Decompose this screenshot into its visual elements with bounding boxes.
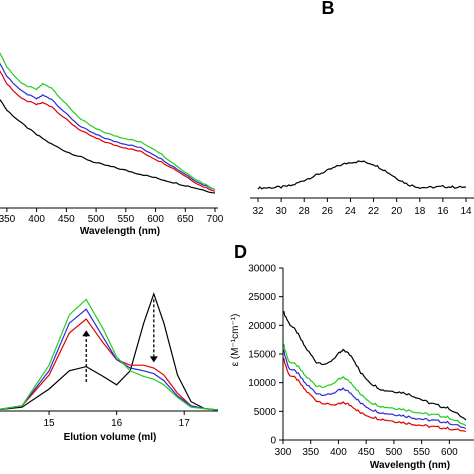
panel-d-y-tick-label: 10000 bbox=[248, 378, 276, 389]
panel-a-chart: 350 400 450 500 550 600 650 700 Wavelength (nm) bbox=[0, 51, 224, 237]
panel-b-x-tick-label: 26 bbox=[322, 206, 334, 217]
panel-d-series-3 bbox=[282, 349, 467, 430]
panel-c-series-2 bbox=[0, 318, 219, 411]
panel-c-x-axis-label: Elution volume (ml) bbox=[64, 432, 157, 443]
panel-a-series-2 bbox=[0, 69, 216, 192]
panel-a-x-tick-label: 350 bbox=[0, 214, 16, 225]
panel-d-x-tick-label: 600 bbox=[441, 447, 458, 458]
panel-a-x-tick-label: 450 bbox=[58, 214, 75, 225]
panel-c-series-3 bbox=[0, 308, 219, 411]
panel-b-x-tick-label: 22 bbox=[368, 206, 380, 217]
panel-a-series-3 bbox=[0, 62, 216, 190]
panel-d-y-tick-label: 20000 bbox=[248, 321, 276, 332]
panel-d-x-tick-label: 450 bbox=[358, 447, 375, 458]
panel-b-x-tick-label: 30 bbox=[276, 206, 288, 217]
panel-b-series-1 bbox=[257, 160, 467, 190]
panel-c-series-4 bbox=[0, 298, 219, 411]
panel-d-x-tick-label: 550 bbox=[413, 447, 430, 458]
panel-a-x-tick-label: 700 bbox=[207, 214, 224, 225]
panel-c-x-tick-label: 15 bbox=[43, 418, 55, 429]
panel-label-b: B bbox=[322, 0, 335, 18]
panel-a-x-tick-label: 550 bbox=[117, 214, 134, 225]
panel-d-series-4 bbox=[282, 357, 467, 432]
panel-d-x-tick-label: 350 bbox=[302, 447, 319, 458]
panel-d-y-tick-label: 25000 bbox=[248, 292, 276, 303]
panel-a-x-axis-label: Wavelength (nm) bbox=[80, 226, 160, 237]
panel-label-d: D bbox=[234, 242, 247, 262]
panel-d-y-tick-label: 5000 bbox=[254, 407, 277, 418]
panel-d-series-2 bbox=[282, 343, 467, 427]
panel-d-chart: 0 5000 10000 15000 20000 25000 30000 300 350 400 4… bbox=[230, 264, 474, 471]
panel-a-x-tick-label: 400 bbox=[28, 214, 45, 225]
panel-c-arrowhead-2 bbox=[149, 356, 158, 363]
panel-d-x-tick-label: 400 bbox=[330, 447, 347, 458]
panel-a-x-tick-label: 600 bbox=[147, 214, 164, 225]
panel-d-x-tick-label: 500 bbox=[386, 447, 403, 458]
panel-d-series-1 bbox=[282, 310, 467, 421]
panel-b-x-tick-label: 20 bbox=[391, 206, 403, 217]
panel-d-y-tick-label: 15000 bbox=[248, 350, 276, 361]
panel-c-arrowhead-1 bbox=[82, 330, 91, 337]
panel-c-x-tick-label: 17 bbox=[179, 418, 191, 429]
panel-d-y-axis-label: ε (M⁻¹cm⁻¹) bbox=[230, 314, 241, 367]
panel-b-x-tick-label: 24 bbox=[345, 206, 357, 217]
panel-a-x-tick-label: 500 bbox=[88, 214, 105, 225]
panel-c-chart: 15 16 17 Elution volume (ml) bbox=[0, 291, 219, 443]
panel-b-x-tick-label: 18 bbox=[414, 206, 426, 217]
panel-d-y-tick-label: 0 bbox=[270, 436, 276, 447]
panel-d-x-axis-label: Wavelength (nm) bbox=[370, 460, 450, 471]
panel-b-x-tick-label: 32 bbox=[252, 206, 264, 217]
panel-b-x-tick-label: 28 bbox=[299, 206, 311, 217]
panel-c-x-tick-label: 16 bbox=[111, 418, 123, 429]
panel-a-series-1 bbox=[0, 98, 216, 194]
panel-d-x-tick-label: 300 bbox=[275, 447, 292, 458]
panel-b-chart: 32 30 28 26 24 22 20 18 16 14 bbox=[250, 160, 474, 217]
panel-a-series-4 bbox=[0, 51, 216, 190]
panel-b-x-tick-label: 14 bbox=[460, 206, 472, 217]
panel-d-y-tick-label: 30000 bbox=[248, 264, 276, 275]
panel-a-x-tick-label: 650 bbox=[177, 214, 194, 225]
panel-b-x-tick-label: 16 bbox=[437, 206, 449, 217]
